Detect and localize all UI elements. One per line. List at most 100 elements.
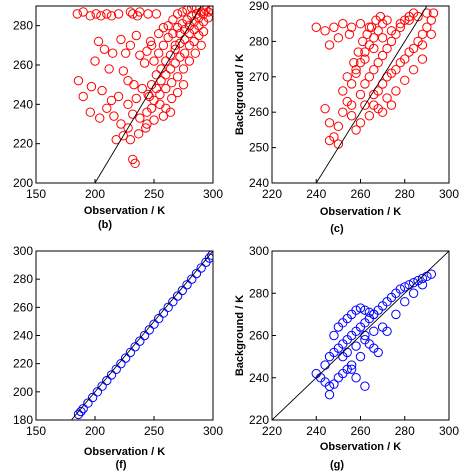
data-point bbox=[366, 22, 377, 32]
data-point bbox=[355, 118, 366, 128]
y-tick-label: 200 bbox=[13, 176, 33, 190]
data-point bbox=[408, 43, 419, 54]
data-point bbox=[104, 64, 114, 74]
data-point bbox=[395, 284, 406, 294]
data-point bbox=[172, 72, 183, 82]
y-tick-label: 240 bbox=[13, 329, 33, 343]
data-point bbox=[102, 103, 112, 113]
data-point bbox=[165, 107, 176, 117]
data-point bbox=[382, 326, 392, 336]
data-point bbox=[386, 100, 397, 110]
data-point bbox=[369, 43, 379, 54]
y-tick-label: 300 bbox=[13, 244, 33, 258]
data-point bbox=[93, 36, 104, 47]
data-point bbox=[95, 113, 105, 123]
y-tick-label: 240 bbox=[249, 371, 269, 385]
data-point bbox=[400, 282, 410, 292]
data-point bbox=[364, 22, 375, 32]
data-point bbox=[135, 113, 145, 123]
data-point bbox=[118, 131, 129, 141]
y-tick-label: 280 bbox=[249, 286, 269, 300]
data-point bbox=[133, 129, 144, 139]
data-point bbox=[344, 29, 355, 40]
data-point bbox=[76, 406, 86, 417]
x-tick-label: 200 bbox=[85, 187, 105, 201]
data-point bbox=[408, 288, 419, 298]
x-tick-label: 150 bbox=[26, 424, 46, 438]
data-point bbox=[196, 40, 206, 51]
data-point bbox=[355, 89, 366, 100]
data-point bbox=[342, 72, 352, 82]
data-point bbox=[360, 305, 370, 315]
data-point bbox=[116, 119, 126, 129]
y-tick-label: 220 bbox=[249, 413, 269, 427]
data-point bbox=[329, 22, 339, 32]
data-point bbox=[116, 358, 126, 369]
data-point bbox=[353, 47, 363, 57]
axes-frame bbox=[271, 5, 450, 184]
data-point bbox=[311, 22, 321, 32]
data-point bbox=[417, 40, 428, 50]
data-point bbox=[187, 6, 197, 13]
data-point bbox=[324, 40, 335, 50]
data-point bbox=[141, 123, 151, 133]
data-point bbox=[377, 33, 388, 43]
y-axis-label: Background / K bbox=[234, 295, 246, 376]
data-point bbox=[129, 79, 139, 90]
data-point bbox=[123, 76, 133, 86]
data-point bbox=[196, 263, 206, 273]
data-point bbox=[151, 9, 162, 19]
data-point bbox=[355, 303, 366, 313]
axes-frame bbox=[35, 250, 214, 421]
y-tick-label: 280 bbox=[249, 34, 269, 48]
data-point bbox=[395, 19, 406, 29]
data-point bbox=[168, 15, 178, 25]
data-point bbox=[170, 44, 180, 54]
data-point bbox=[187, 274, 197, 284]
data-point bbox=[165, 50, 176, 60]
scatter-panel-c: 220 240 260 280 300240250260270280290Observa… bbox=[234, 0, 459, 235]
data-point bbox=[320, 26, 330, 36]
data-point bbox=[178, 64, 189, 74]
data-point bbox=[135, 50, 145, 60]
data-point bbox=[382, 43, 392, 54]
identity-reference-line bbox=[272, 251, 449, 420]
data-point bbox=[360, 54, 370, 64]
data-point bbox=[333, 121, 344, 132]
data-point bbox=[131, 93, 142, 104]
y-tick-label: 180 bbox=[13, 413, 33, 427]
scatter-panel-g: 220 240 260 280 300 220 240 260 280 300 Observatio… bbox=[234, 244, 459, 471]
data-point bbox=[400, 75, 410, 86]
data-point bbox=[369, 100, 379, 110]
data-point bbox=[172, 9, 183, 19]
y-tick-label: 220 bbox=[13, 137, 33, 151]
data-point bbox=[87, 392, 98, 403]
scatter-panel-f: 150 200 250 300 180 200 220 240 260 280 300 Observa… bbox=[13, 244, 223, 471]
data-point bbox=[338, 107, 348, 117]
data-point bbox=[72, 9, 83, 19]
x-tick-label: 250 bbox=[144, 424, 164, 438]
data-point bbox=[125, 347, 136, 358]
data-point bbox=[172, 87, 183, 98]
data-point bbox=[386, 26, 397, 36]
data-point bbox=[338, 19, 348, 29]
data-point bbox=[158, 22, 169, 33]
data-point bbox=[198, 26, 209, 37]
data-point bbox=[128, 9, 138, 19]
data-point bbox=[144, 325, 154, 335]
x-tick-label: 220 bbox=[262, 187, 282, 201]
y-tick-label: 200 bbox=[13, 385, 33, 399]
data-point bbox=[346, 100, 357, 110]
data-point bbox=[364, 111, 375, 121]
data-point bbox=[73, 76, 84, 86]
y-tick-label: 270 bbox=[249, 70, 269, 84]
marker-group bbox=[73, 251, 213, 420]
identity-reference-line bbox=[94, 6, 202, 183]
data-point bbox=[123, 99, 133, 110]
data-point bbox=[355, 351, 366, 362]
data-point bbox=[426, 29, 436, 40]
data-point bbox=[360, 381, 370, 391]
data-point bbox=[90, 56, 100, 66]
y-tick-label: 260 bbox=[13, 58, 33, 72]
